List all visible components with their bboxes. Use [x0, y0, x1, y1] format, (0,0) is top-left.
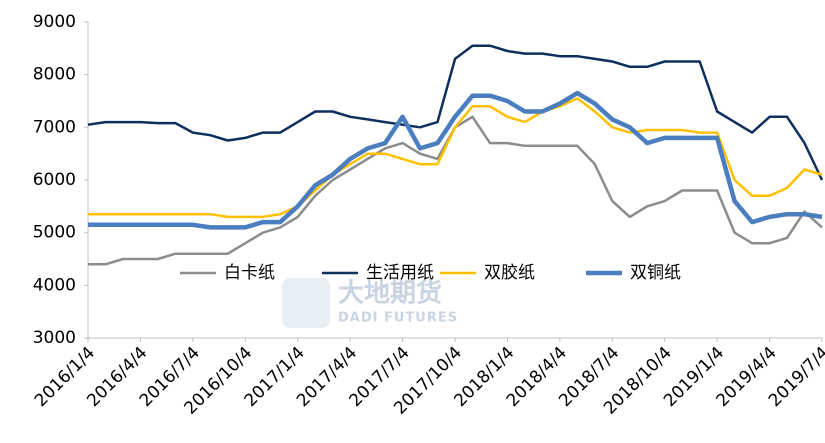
y-tick-label: 5000 [33, 223, 76, 243]
legend-label: 生活用纸 [366, 263, 434, 283]
legend-label: 双胶纸 [484, 263, 535, 283]
watermark-text: DADI FUTURES [338, 311, 458, 326]
series-line [87, 44, 824, 181]
y-tick-label: 9000 [33, 12, 76, 32]
y-tick-label: 7000 [33, 117, 76, 137]
series-line [88, 90, 823, 230]
y-tick-label: 6000 [33, 170, 76, 190]
y-tick-label: 3000 [33, 328, 76, 348]
watermark-logo [282, 278, 330, 328]
legend-label: 白卡纸 [224, 263, 275, 283]
y-tick-label: 4000 [33, 275, 76, 295]
watermark-text: 大地期货 [338, 278, 442, 309]
legend-label: 双铜纸 [630, 263, 681, 283]
y-tick-label: 8000 [33, 65, 76, 85]
series-line [88, 97, 823, 219]
